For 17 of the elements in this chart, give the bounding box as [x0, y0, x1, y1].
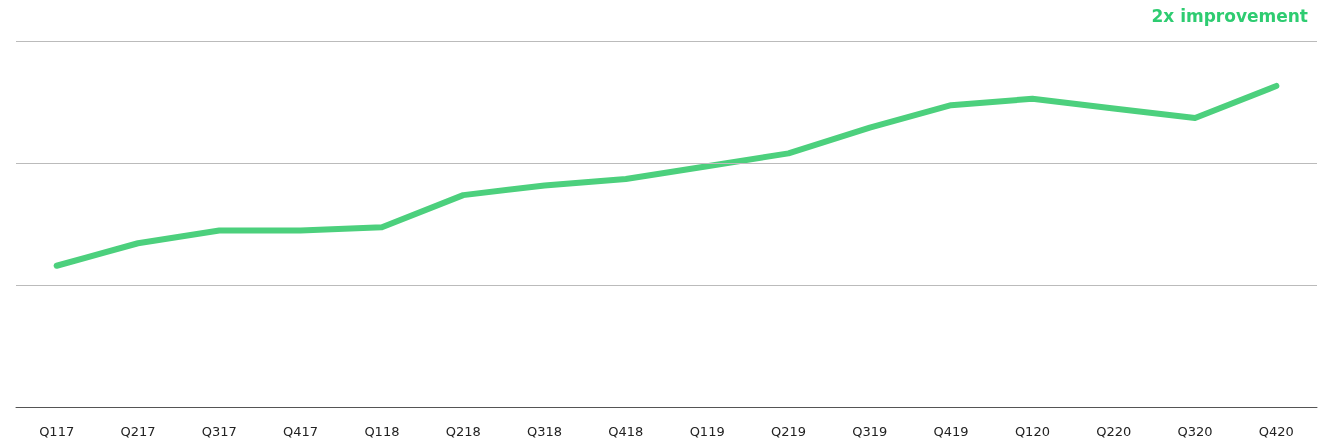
x-tick-label: Q118 [364, 424, 400, 439]
x-tick-label: Q320 [1177, 424, 1213, 439]
x-tick-label: Q419 [933, 424, 969, 439]
x-tick-label: Q219 [770, 424, 806, 439]
x-tick-label: Q117 [39, 424, 75, 439]
x-tick-label: Q319 [852, 424, 888, 439]
x-tick-label: Q120 [1014, 424, 1050, 439]
x-tick-label: Q317 [201, 424, 237, 439]
x-tick-label: Q420 [1258, 424, 1294, 439]
x-tick-label: Q220 [1096, 424, 1132, 439]
x-tick-label: Q418 [608, 424, 644, 439]
text: 2x improvement [1151, 5, 1309, 26]
x-tick-label: Q217 [120, 424, 156, 439]
x-tick-label: Q318 [527, 424, 563, 439]
x-tick-label: Q417 [283, 424, 319, 439]
x-tick-label: Q218 [445, 424, 481, 439]
x-tick-label: Q119 [689, 424, 725, 439]
